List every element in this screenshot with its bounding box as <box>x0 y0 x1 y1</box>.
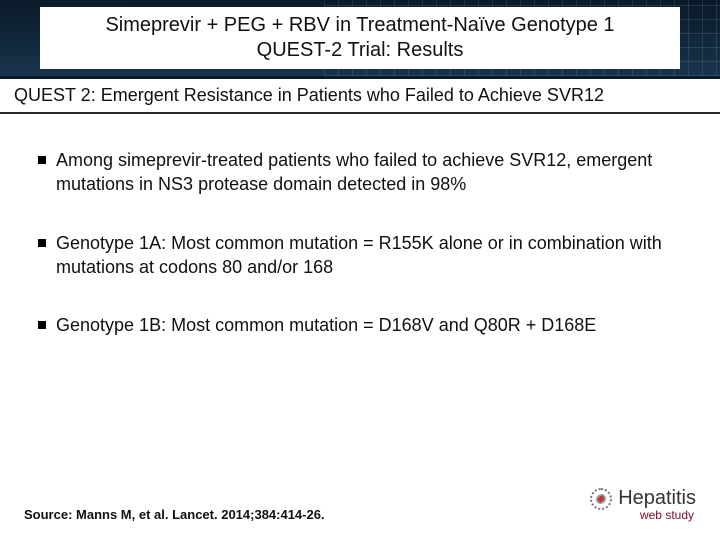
bullet-marker-icon <box>38 239 46 247</box>
bullet-marker-icon <box>38 156 46 164</box>
logo-subtext: web study <box>590 508 696 522</box>
bullet-text: Genotype 1B: Most common mutation = D168… <box>56 313 596 337</box>
bullet-item: Among simeprevir-treated patients who fa… <box>38 148 682 197</box>
bullet-text: Genotype 1A: Most common mutation = R155… <box>56 231 682 280</box>
source-citation: Source: Manns M, et al. Lancet. 2014;384… <box>24 507 325 522</box>
bullet-text: Among simeprevir-treated patients who fa… <box>56 148 682 197</box>
content-area: Among simeprevir-treated patients who fa… <box>0 114 720 337</box>
logo-block: Hepatitis web study <box>590 487 696 522</box>
subtitle: QUEST 2: Emergent Resistance in Patients… <box>0 79 720 112</box>
logo-text: Hepatitis <box>618 487 696 510</box>
header-band: Simeprevir + PEG + RBV in Treatment-Naïv… <box>0 0 720 76</box>
slide-title-line1: Simeprevir + PEG + RBV in Treatment-Naïv… <box>50 13 670 38</box>
footer: Source: Manns M, et al. Lancet. 2014;384… <box>0 487 720 522</box>
slide-title-line2: QUEST-2 Trial: Results <box>50 38 670 63</box>
slide: Simeprevir + PEG + RBV in Treatment-Naïv… <box>0 0 720 540</box>
bullet-item: Genotype 1B: Most common mutation = D168… <box>38 313 682 337</box>
globe-icon <box>590 488 612 510</box>
title-container: Simeprevir + PEG + RBV in Treatment-Naïv… <box>40 7 680 69</box>
bullet-item: Genotype 1A: Most common mutation = R155… <box>38 231 682 280</box>
bullet-marker-icon <box>38 321 46 329</box>
logo-row: Hepatitis <box>590 487 696 510</box>
